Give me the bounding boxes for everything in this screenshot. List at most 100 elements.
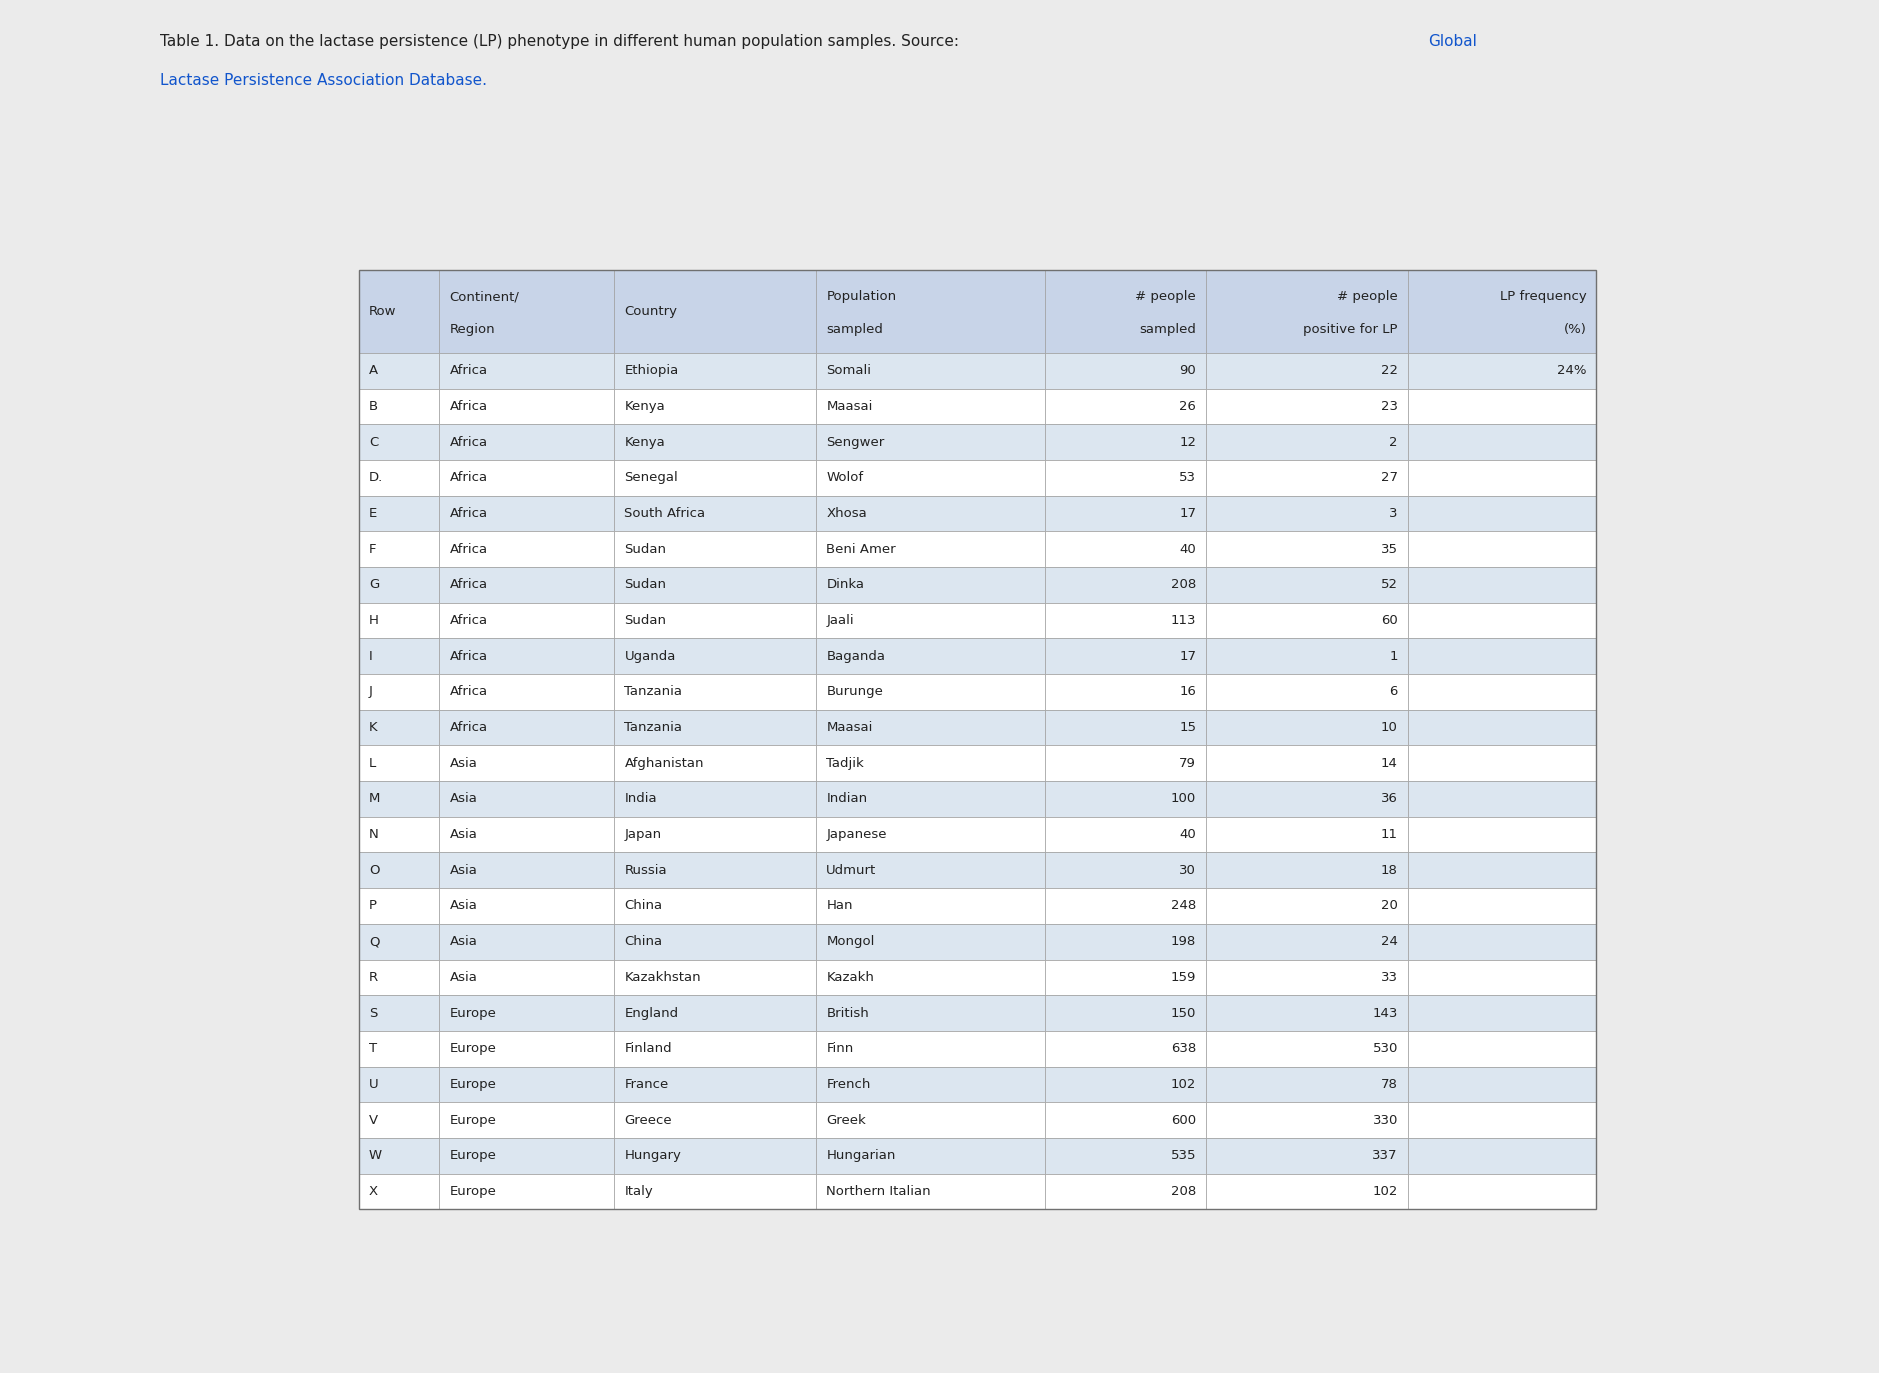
- Text: Jaali: Jaali: [827, 614, 853, 627]
- Text: Global: Global: [1428, 34, 1477, 49]
- Text: Europe: Europe: [449, 1006, 496, 1020]
- Text: Kenya: Kenya: [624, 435, 665, 449]
- Bar: [1045, 531, 1206, 567]
- Text: 14: 14: [1381, 757, 1398, 770]
- Bar: [614, 1031, 815, 1067]
- Bar: [614, 1174, 815, 1210]
- Text: Africa: Africa: [449, 685, 489, 699]
- Bar: [815, 603, 1045, 638]
- Bar: [1045, 781, 1206, 817]
- Text: B: B: [368, 400, 378, 413]
- Text: Asia: Asia: [449, 971, 477, 984]
- Text: positive for LP: positive for LP: [1304, 324, 1398, 336]
- Text: 17: 17: [1180, 507, 1197, 520]
- Bar: [815, 1103, 1045, 1138]
- Bar: [614, 531, 815, 567]
- Bar: [1045, 1067, 1206, 1103]
- Text: 337: 337: [1372, 1149, 1398, 1163]
- Text: Greece: Greece: [624, 1114, 673, 1127]
- Bar: [440, 638, 614, 674]
- Text: T: T: [368, 1042, 378, 1056]
- Bar: [1206, 995, 1407, 1031]
- Bar: [359, 746, 440, 781]
- Text: 248: 248: [1171, 899, 1197, 913]
- Bar: [359, 710, 440, 746]
- Text: sampled: sampled: [1139, 324, 1197, 336]
- Text: Continent/: Continent/: [449, 290, 519, 303]
- Text: 36: 36: [1381, 792, 1398, 806]
- Bar: [1206, 924, 1407, 960]
- Bar: [1206, 270, 1407, 353]
- Bar: [440, 853, 614, 888]
- Bar: [359, 1103, 440, 1138]
- Text: Sudan: Sudan: [624, 542, 667, 556]
- Bar: [815, 567, 1045, 603]
- Text: 53: 53: [1180, 471, 1197, 485]
- Text: Europe: Europe: [449, 1114, 496, 1127]
- Bar: [1045, 853, 1206, 888]
- Text: Senegal: Senegal: [624, 471, 678, 485]
- Text: Burunge: Burunge: [827, 685, 883, 699]
- Bar: [1045, 353, 1206, 389]
- Bar: [1045, 710, 1206, 746]
- Text: Africa: Africa: [449, 614, 489, 627]
- Text: Europe: Europe: [449, 1078, 496, 1092]
- Bar: [359, 1138, 440, 1174]
- Bar: [359, 496, 440, 531]
- Bar: [359, 960, 440, 995]
- Bar: [440, 1174, 614, 1210]
- Text: 100: 100: [1171, 792, 1197, 806]
- Text: D.: D.: [368, 471, 383, 485]
- Text: Q: Q: [368, 935, 380, 949]
- Bar: [1045, 995, 1206, 1031]
- Text: Africa: Africa: [449, 364, 489, 378]
- Bar: [614, 1103, 815, 1138]
- Bar: [614, 389, 815, 424]
- Text: U: U: [368, 1078, 378, 1092]
- Bar: [614, 270, 815, 353]
- Bar: [440, 460, 614, 496]
- Bar: [614, 710, 815, 746]
- Text: N: N: [368, 828, 378, 842]
- Text: 102: 102: [1372, 1185, 1398, 1199]
- Text: South Africa: South Africa: [624, 507, 707, 520]
- Text: 90: 90: [1180, 364, 1197, 378]
- Text: 23: 23: [1381, 400, 1398, 413]
- Bar: [1206, 1067, 1407, 1103]
- Bar: [1206, 353, 1407, 389]
- Text: 11: 11: [1381, 828, 1398, 842]
- Text: Kazakh: Kazakh: [827, 971, 874, 984]
- Bar: [815, 817, 1045, 853]
- Bar: [614, 353, 815, 389]
- Text: Europe: Europe: [449, 1185, 496, 1199]
- Bar: [1206, 1103, 1407, 1138]
- Bar: [815, 531, 1045, 567]
- Text: Sengwer: Sengwer: [827, 435, 885, 449]
- Bar: [1206, 674, 1407, 710]
- Text: Kenya: Kenya: [624, 400, 665, 413]
- Bar: [815, 270, 1045, 353]
- Bar: [614, 853, 815, 888]
- Bar: [440, 781, 614, 817]
- Text: Population: Population: [827, 290, 896, 303]
- Text: Kazakhstan: Kazakhstan: [624, 971, 701, 984]
- Text: Udmurt: Udmurt: [827, 864, 876, 877]
- Bar: [359, 817, 440, 853]
- Bar: [1206, 496, 1407, 531]
- Bar: [1045, 674, 1206, 710]
- Bar: [1407, 1067, 1597, 1103]
- Text: 79: 79: [1180, 757, 1197, 770]
- Bar: [359, 603, 440, 638]
- Bar: [1045, 638, 1206, 674]
- Text: Country: Country: [624, 305, 678, 319]
- Text: Wolof: Wolof: [827, 471, 864, 485]
- Bar: [815, 781, 1045, 817]
- Bar: [1206, 603, 1407, 638]
- Text: Italy: Italy: [624, 1185, 654, 1199]
- Text: 22: 22: [1381, 364, 1398, 378]
- Text: Hungarian: Hungarian: [827, 1149, 896, 1163]
- Text: Xhosa: Xhosa: [827, 507, 866, 520]
- Bar: [815, 710, 1045, 746]
- Bar: [815, 674, 1045, 710]
- Text: India: India: [624, 792, 658, 806]
